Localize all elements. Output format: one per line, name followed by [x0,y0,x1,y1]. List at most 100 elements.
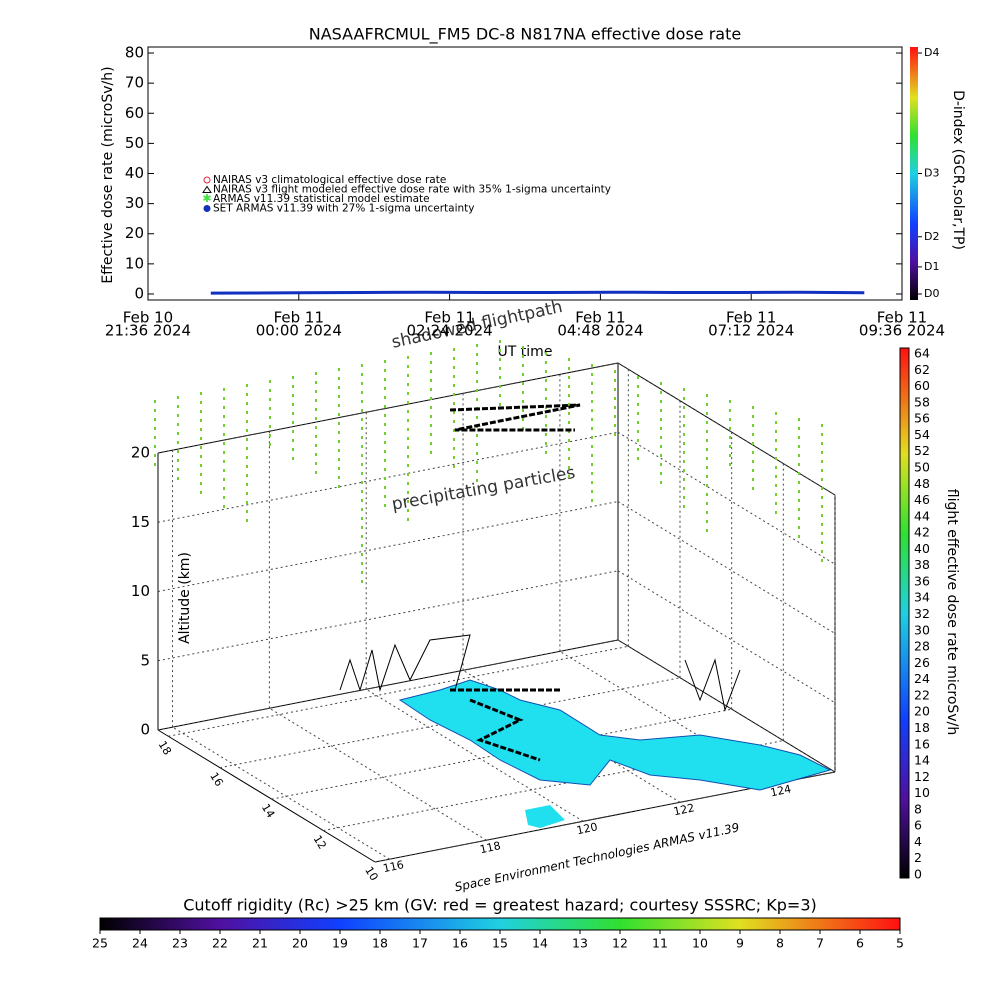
rigidity-tick-label: 8 [776,936,784,951]
colorbar-tick-label: 20 [914,704,930,719]
rigidity-tick-label: 7 [816,936,824,951]
shadow-track [339,634,741,712]
grid-line [157,570,619,662]
colorbar-tick-label: 36 [914,573,930,588]
rigidity-colorbar [99,917,901,931]
colorbar-tick-label: 8 [914,801,922,816]
y-tick-label: 10 [125,254,144,272]
colorbar-tick-label: 48 [914,476,930,491]
grid-line [219,677,681,769]
colorbar-tick-label: 18 [914,720,930,735]
colorbar-tick-label: 52 [914,443,930,458]
colorbar-tick-label: 24 [914,671,930,686]
y-tick-label: 18 [156,739,174,758]
grid-line [157,501,619,592]
rigidity-tick-label: 21 [252,936,268,951]
y-tick-label: 12 [311,833,329,852]
grid-line [617,431,836,565]
y-tick-label: 50 [125,134,144,152]
colorbar-tick-label: 26 [914,655,930,670]
land-contour [525,805,565,828]
map-decoration [339,403,832,828]
colorbar-tick-label: 46 [914,492,930,507]
colorbar-tick-label: 4 [914,834,922,849]
y-tick-label: 60 [125,104,144,122]
y-tick-label: 30 [125,194,144,212]
z-tick-label: 5 [140,651,150,669]
rigidity-tick-label: 14 [532,936,548,951]
colorbar-tick-label: 34 [914,590,930,605]
colorbar-tick-label: 0 [914,867,922,882]
x-tick-label: Feb 10 [123,309,173,327]
y-tick-label: 0 [134,284,144,302]
colorbar-tick-label: 58 [914,394,930,409]
y-tick-label: 14 [259,801,277,820]
z-axis-label: Altitude (km) [177,552,193,644]
y-tick-label: 40 [125,164,144,182]
x-tick-label: Feb 11 [274,309,324,327]
grid-line [617,362,836,496]
y2-tick-label: D0 [924,287,939,300]
z-tick-label: 0 [140,721,150,739]
colorbar-tick-label: 6 [914,818,922,833]
y2-tick-label: D1 [924,260,939,273]
grid-line [172,726,390,860]
rigidity-tick-label: 9 [736,936,744,951]
x-tick-label: 118 [479,839,502,856]
rigidity-tick-label: 16 [452,936,468,951]
series-line [210,290,865,295]
y-axis-label: Effective dose rate (microSv/h) [100,66,116,283]
colorbar-tick-label: 40 [914,541,930,556]
grid-line [269,707,487,841]
rigidity-tick-label: 10 [692,936,708,951]
colorbar-tick-label: 28 [914,639,930,654]
y-tick-label: 70 [125,74,144,92]
legend-marker [203,205,211,212]
title: NASAAFRCMUL_FM5 DC-8 N817NA effective do… [309,25,741,45]
colorbar-tick-label: 12 [914,769,930,784]
legend-label: SET ARMAS v11.39 with 27% 1-sigma uncert… [213,203,475,215]
rigidity-tick-label: 20 [292,936,308,951]
grid-line [559,650,778,784]
x-tick-label: 04:48 2024 [557,322,643,340]
legend-label: ARMAS v11.39 statistical model estimate [213,193,430,205]
x-tick-label: Feb 11 [424,309,474,327]
y2-tick-label: D3 [924,167,939,180]
colorbar-tick-label: 30 [914,622,930,637]
colorbar-tick-label: 64 [914,346,930,361]
legend-label: NAIRAS v3 flight modeled effective dose … [213,184,611,196]
x-tick-label: 124 [769,782,792,799]
land-contour [398,679,832,791]
colorbar-tick-label: 38 [914,557,930,572]
z-tick-label: 20 [131,444,150,462]
legend-label: NAIRAS v3 climatological effective dose … [213,174,446,186]
colorbar-tick-label: 10 [914,785,930,800]
colorbar-tick-label: 60 [914,378,930,393]
z-tick-label: 15 [131,513,150,531]
rigidity-tick-label: 12 [612,936,628,951]
grid-line [365,688,584,822]
y-tick-label: 80 [125,44,144,62]
rigidity-tick-label: 18 [372,936,388,951]
y2-tick-label: D4 [924,46,939,59]
y-tick-label: 16 [207,770,225,789]
grid-line [168,645,629,737]
grid-line [157,431,619,523]
grid-line [617,570,836,704]
rigidity-tick-label: 15 [492,936,508,951]
annotation: precipitating particles [390,463,577,515]
x-tick-label: 02:24 2024 [407,322,493,340]
y-tick-label: 20 [125,224,144,242]
rigidity-tick-label: 19 [332,936,348,951]
colorbar-tick-label: 54 [914,427,930,442]
x-tick-label: 00:00 2024 [256,322,342,340]
box-edge [157,729,376,863]
rigidity-tick-label: 23 [172,936,188,951]
x-tick-label: Feb 11 [726,309,776,327]
dose-colorbar-label: flight effective dose rate microSv/h [944,489,960,735]
colorbar-tick-label: 50 [914,459,930,474]
x-tick-label: 120 [575,820,598,837]
rigidity-tick-label: 5 [896,936,904,951]
colorbar-tick-label: 22 [914,687,930,702]
